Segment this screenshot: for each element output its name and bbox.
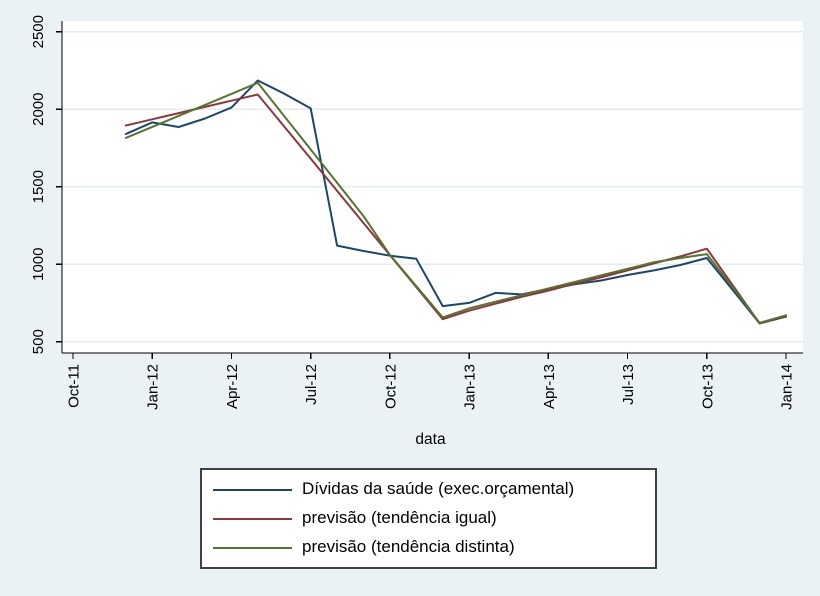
y-tick-label-500: 500 [30,329,47,354]
x-tick-label-Jan-14: Jan-14 [778,364,795,410]
x-tick-label-Oct-11: Oct-11 [66,364,83,408]
legend: Dívidas da saúde (exec.orçamental) previ… [200,468,657,569]
x-tick-label-Jan-12: Jan-12 [145,364,162,410]
y-tick-label-1000: 1000 [30,248,47,281]
series-line-2 [124,81,787,324]
legend-label-dividas: Dívidas da saúde (exec.orçamental) [302,479,575,499]
y-tick-label-2000: 2000 [30,93,47,126]
y-tick-label-1500: 1500 [30,170,47,203]
series-line-0 [124,79,787,325]
x-tick-label-Oct-13: Oct-13 [699,364,716,409]
legend-label-previsao-distinta: previsão (tendência distinta) [302,537,515,557]
legend-item-dividas: Dívidas da saúde (exec.orçamental) [213,479,647,499]
x-tick-label-Oct-12: Oct-12 [382,364,399,409]
legend-line-swatch-previsao-igual [213,517,292,520]
legend-item-previsao-distinta: previsão (tendência distinta) [213,537,647,557]
legend-label-previsao-igual: previsão (tendência igual) [302,508,497,528]
legend-line-swatch-dividas [213,488,292,491]
x-tick-label-Jul-13: Jul-13 [620,364,637,405]
x-tick-label-Apr-12: Apr-12 [224,364,241,409]
y-tick-label-2500: 2500 [30,15,47,48]
series-line-1 [124,93,787,325]
legend-item-previsao-igual: previsão (tendência igual) [213,508,647,528]
legend-line-swatch-previsao-distinta [213,546,292,549]
x-axis-title: data [415,431,446,448]
x-tick-label-Jan-13: Jan-13 [462,364,479,410]
x-tick-label-Apr-13: Apr-13 [541,364,558,409]
x-tick-label-Jul-12: Jul-12 [303,364,320,405]
